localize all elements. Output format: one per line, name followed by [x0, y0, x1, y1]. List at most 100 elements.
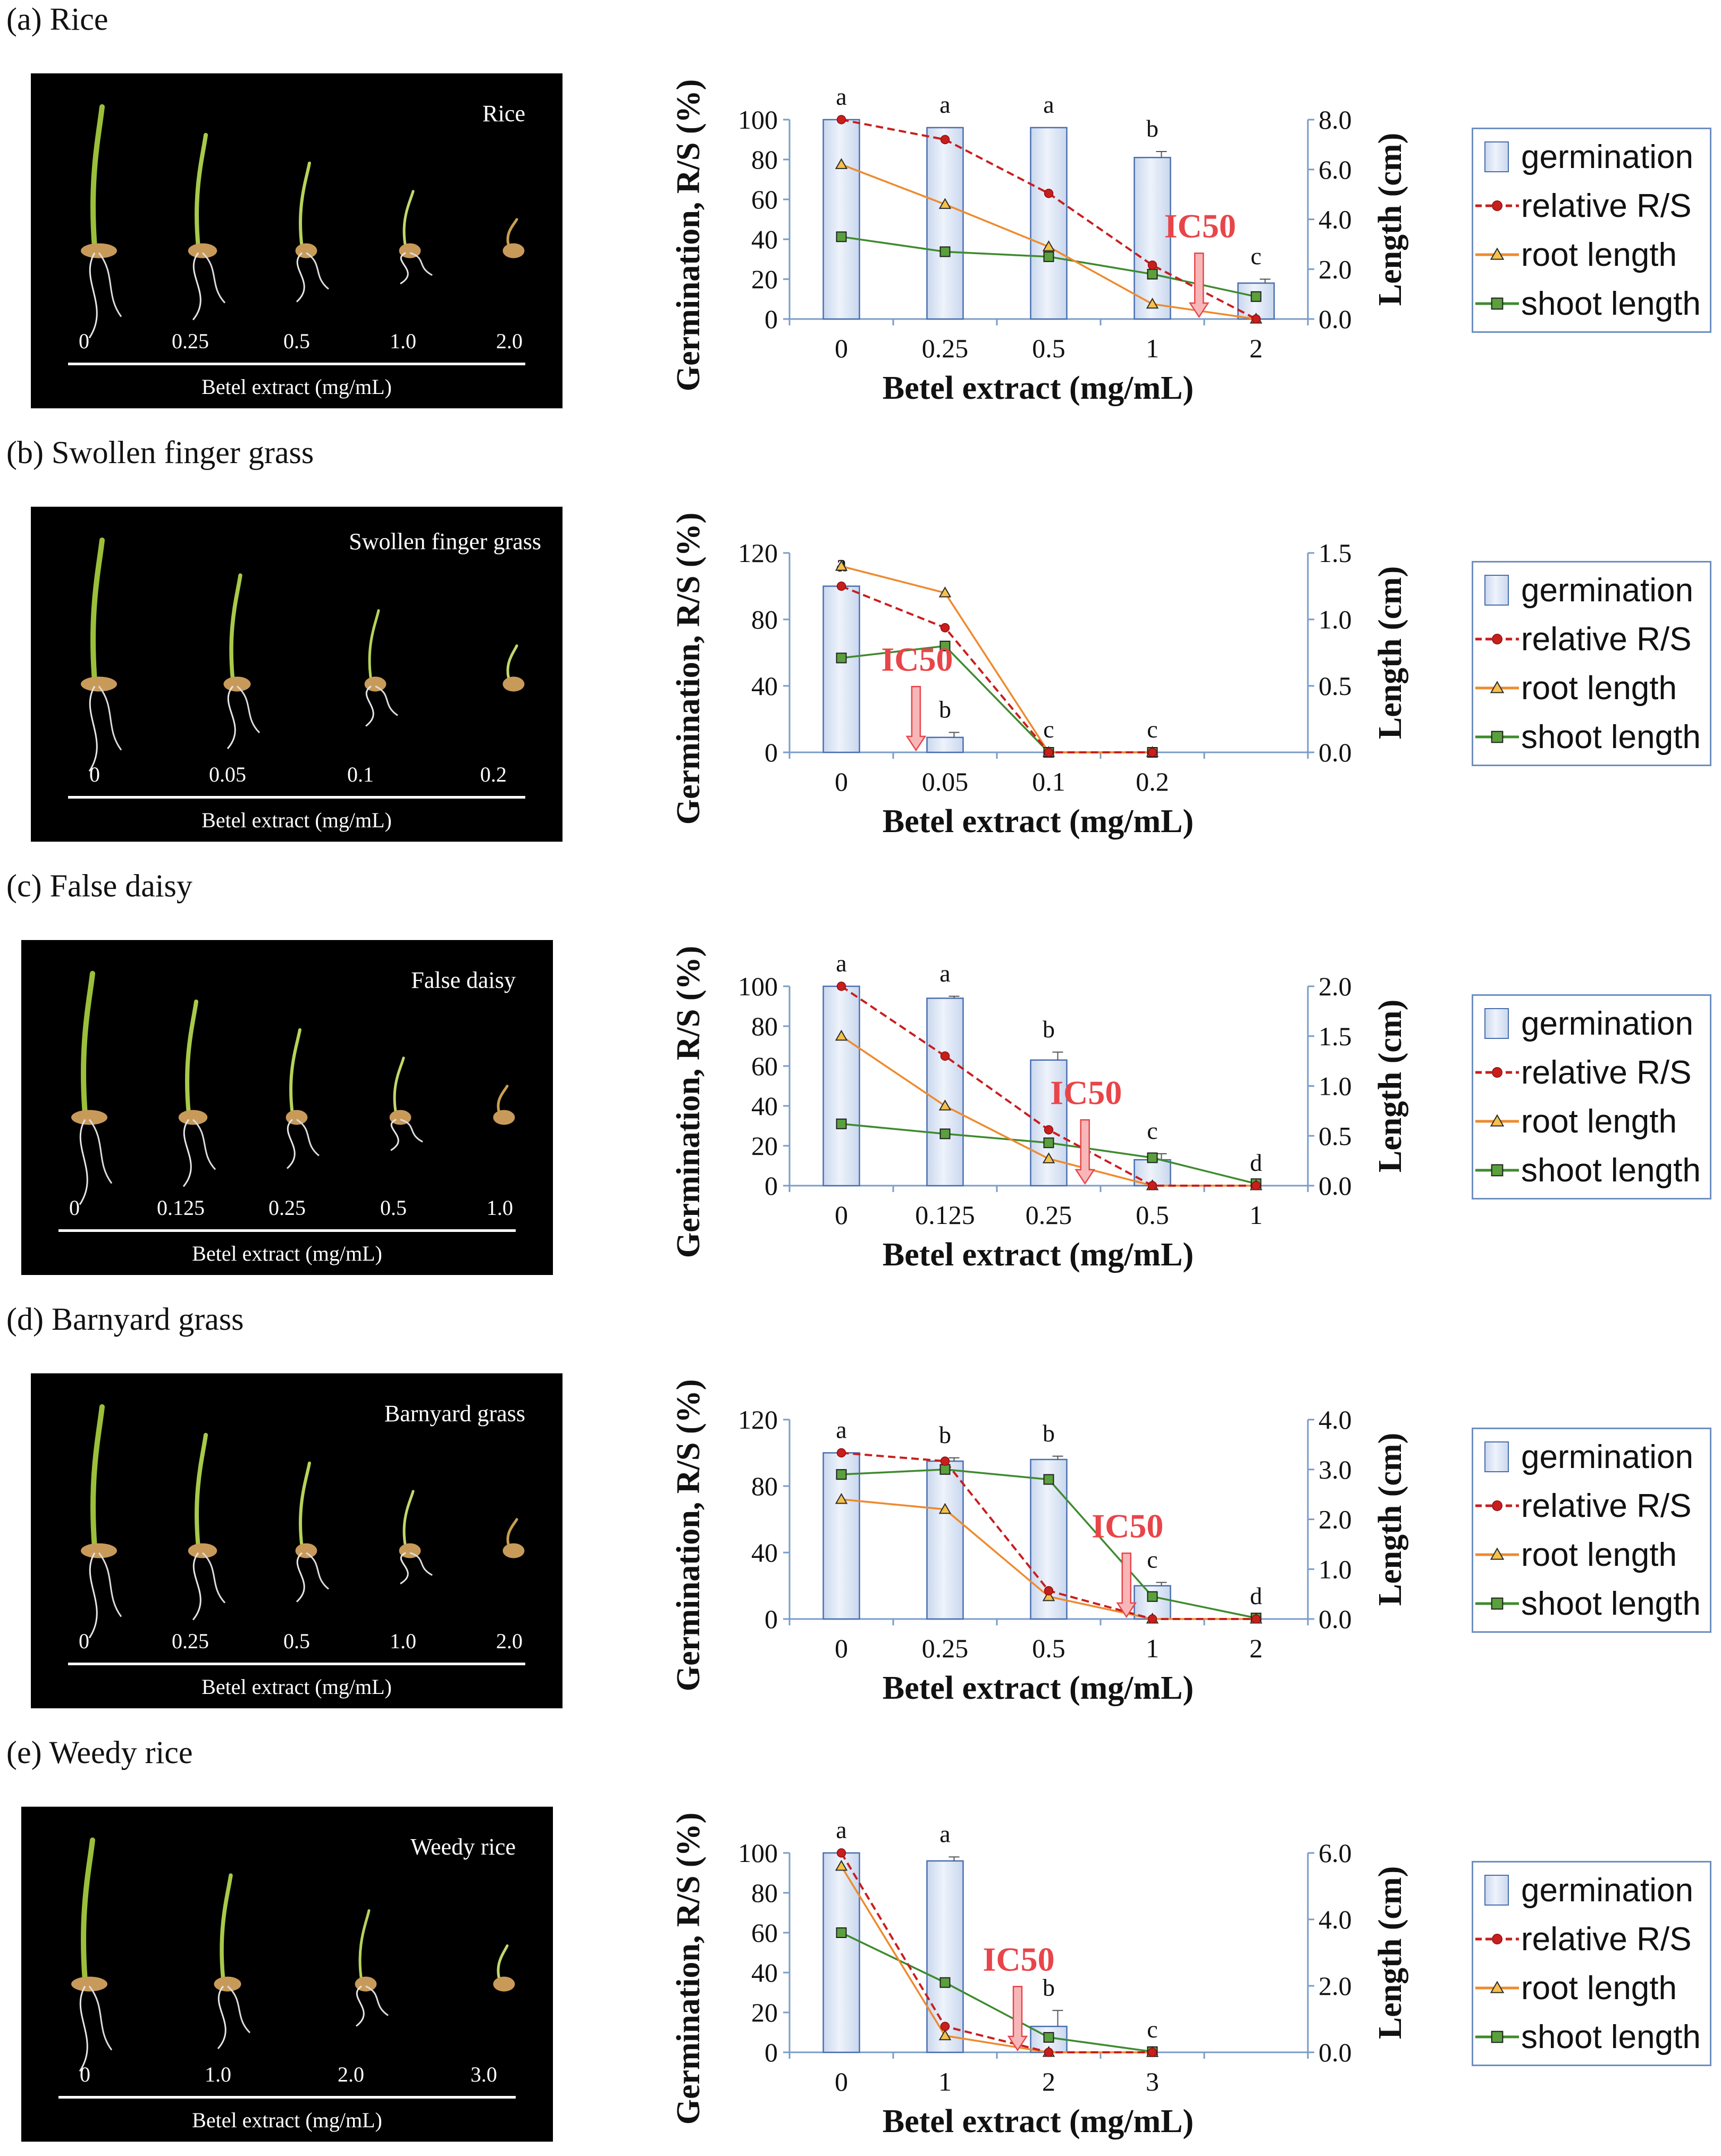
legend-symbol	[1473, 667, 1521, 709]
shoot-length-point	[1147, 269, 1158, 280]
root-length-point	[1490, 681, 1505, 693]
y2-axis-title: Length (cm)	[1372, 1866, 1408, 2039]
legend-label: relative R/S	[1521, 1054, 1692, 1091]
chart: 0 20 40 60 80 100 0.0 2.0 4.0 6.0 0 1 2 3 Betel extrac…	[606, 1739, 1435, 2153]
significance-letter: c	[1043, 716, 1054, 743]
legend-entry: germination	[1473, 1002, 1693, 1045]
y2-tick-label: 0.5	[1319, 1121, 1352, 1151]
shoot-length-point	[836, 1927, 847, 1938]
x-tick-label: 0.1	[1032, 767, 1065, 796]
seedling-shoot	[497, 1085, 509, 1116]
seedling-root	[98, 1552, 122, 1617]
legend-entry: shoot length	[1473, 716, 1701, 758]
x-tick-label: 0	[835, 1633, 848, 1663]
root-length-point	[835, 559, 848, 571]
photo-caption: Betel extract (mg/mL)	[192, 1241, 382, 1265]
x-tick-label: 0.5	[1136, 1200, 1169, 1230]
relative-rs-point	[1251, 1614, 1261, 1624]
seedling-shoot	[289, 1028, 301, 1116]
legend-germination-swatch	[1484, 141, 1509, 172]
relative-rs-point	[1147, 1181, 1157, 1190]
legend-symbol-svg	[1475, 634, 1519, 644]
y-tick-label: 60	[751, 1051, 778, 1081]
legend-entry: root length	[1473, 1100, 1677, 1143]
relative-rs-point	[1492, 1500, 1502, 1511]
x-tick-label: 2	[1249, 333, 1263, 363]
shoot-length-point	[836, 652, 847, 664]
seed	[214, 1976, 241, 1992]
photo-tick-label: 0.2	[480, 762, 507, 786]
seedling-root	[306, 252, 329, 290]
seedling-root	[98, 685, 122, 751]
y-axis-title: Germination, R/S (%)	[670, 79, 707, 391]
shoot-length-point	[1043, 1137, 1054, 1148]
relative-rs-point	[940, 2021, 950, 2031]
legend-entry: shoot length	[1473, 1149, 1701, 1192]
seed	[71, 1976, 107, 1992]
photo-title: False daisy	[411, 967, 516, 993]
legend-entry: root length	[1473, 233, 1677, 276]
shoot-length-point	[1491, 297, 1504, 310]
photo-drawing	[71, 971, 515, 1205]
y2-axis-title: Length (cm)	[1372, 1000, 1408, 1172]
legend-entry: germination	[1473, 569, 1693, 611]
legend-symbol-svg	[1484, 1875, 1509, 1906]
y2-tick-label: 3.0	[1319, 1455, 1352, 1484]
y2-tick-label: 1.5	[1319, 538, 1352, 568]
y-tick-label: 40	[751, 671, 778, 701]
photo-tick-label: 2.0	[338, 2062, 364, 2086]
significance-letter: a	[836, 1416, 846, 1444]
legend-entry: root length	[1473, 1967, 1677, 2009]
seedling-shoot	[506, 218, 518, 249]
shoot-length-point	[939, 641, 951, 651]
x-tick-label: 0.5	[1032, 1633, 1065, 1663]
seedling-root	[296, 1119, 320, 1156]
seedling-root	[88, 252, 98, 339]
x-tick-label: 1	[1146, 1633, 1159, 1663]
legend-label: germination	[1521, 1438, 1693, 1475]
y-tick-label: 80	[751, 1471, 778, 1501]
legend-entry: relative R/S	[1473, 1051, 1691, 1094]
photo-tick-label: 3.0	[471, 2062, 497, 2086]
seedling-photo: Barnyard grass 0 0.25 0.5 1.0 2.0 Betel extrac…	[31, 1373, 563, 1708]
seed	[502, 676, 525, 692]
relative-rs-point	[1492, 200, 1502, 211]
legend-label: shoot length	[1521, 285, 1701, 322]
y2-tick-label: 0.0	[1319, 737, 1352, 767]
y2-axis-title: Length (cm)	[1372, 133, 1408, 306]
photo-tick-label: 1.0	[205, 2062, 231, 2086]
y2-tick-label: 0.0	[1319, 304, 1352, 334]
photo-tick-label: 1.0	[486, 1196, 513, 1220]
legend-label: root length	[1521, 236, 1677, 273]
legend-symbol-svg	[1484, 1008, 1509, 1039]
seedling-shoot	[402, 1490, 415, 1549]
x-tick-label: 0.5	[1032, 333, 1065, 363]
seedling-shoot	[506, 644, 518, 683]
y2-tick-label: 4.0	[1319, 1405, 1352, 1434]
seedling-root	[390, 1119, 399, 1151]
seedling-shoot	[90, 538, 105, 684]
root-length-point	[938, 586, 952, 598]
significance-letter: b	[939, 1421, 951, 1448]
root-length-point	[1490, 1547, 1505, 1560]
legend: germination relative R/S root length shoot …	[1472, 1861, 1711, 2066]
legend-entry: shoot length	[1473, 2016, 1701, 2058]
seed	[81, 676, 117, 692]
y-tick-label: 80	[751, 1878, 778, 1908]
root-length-point	[938, 1099, 952, 1111]
significance-letter: b	[1043, 1974, 1055, 2001]
y-tick-label: 100	[738, 971, 778, 1001]
seedling-root	[88, 1552, 98, 1639]
legend-symbol-svg	[1484, 1441, 1509, 1472]
photo-title: Swollen finger grass	[349, 528, 541, 555]
relative-rs-point	[836, 981, 846, 991]
photo-drawing	[81, 538, 525, 772]
legend-entry: shoot length	[1473, 282, 1701, 325]
seed	[188, 1543, 217, 1558]
legend-symbol	[1473, 1533, 1521, 1576]
relative-rs-point	[1044, 1125, 1054, 1135]
legend-entry: germination	[1473, 1869, 1693, 1911]
legend-symbol	[1473, 1484, 1521, 1527]
significance-letter: a	[836, 83, 846, 110]
seed	[493, 1110, 515, 1125]
